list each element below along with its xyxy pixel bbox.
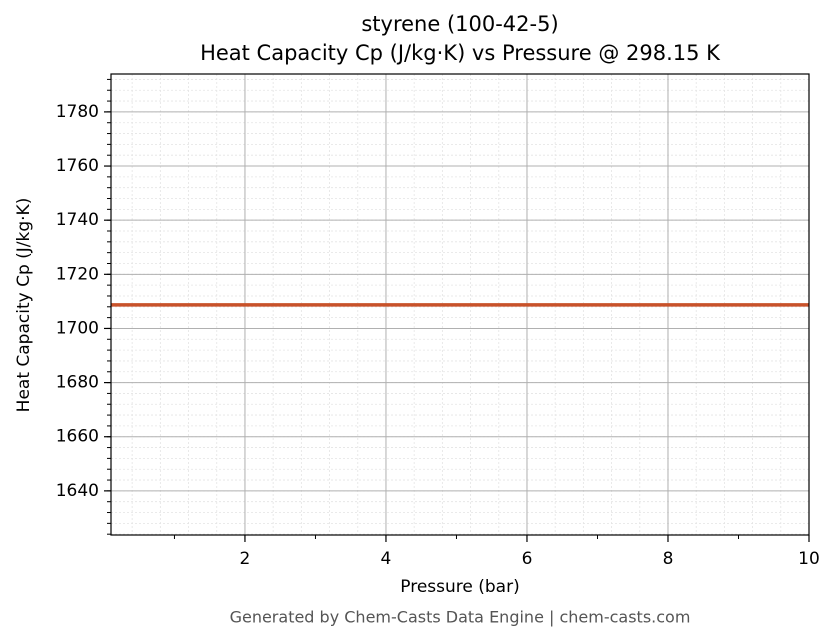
y-tick-label: 1680	[56, 373, 99, 393]
y-tick-label: 1700	[56, 318, 99, 338]
chart-subtitle: Heat Capacity Cp (J/kg·K) vs Pressure @ …	[200, 41, 721, 65]
x-tick-label: 10	[798, 549, 820, 569]
x-axis-label: Pressure (bar)	[400, 577, 519, 597]
x-tick-label: 6	[522, 549, 533, 569]
y-tick-label: 1640	[56, 481, 99, 501]
y-tick-label: 1720	[56, 264, 99, 284]
x-tick-label: 4	[381, 549, 392, 569]
chart-title: styrene (100-42-5)	[361, 12, 558, 36]
y-tick-label: 1660	[56, 427, 99, 447]
y-tick-label: 1780	[56, 102, 99, 122]
y-tick-label: 1760	[56, 156, 99, 176]
x-tick-label: 2	[240, 549, 251, 569]
y-axis-label: Heat Capacity Cp (J/kg·K)	[14, 198, 34, 413]
y-tick-label: 1740	[56, 210, 99, 230]
plot-frame	[110, 73, 810, 536]
x-tick-label: 8	[663, 549, 674, 569]
footer: Generated by Chem-Casts Data Engine | ch…	[230, 608, 691, 627]
